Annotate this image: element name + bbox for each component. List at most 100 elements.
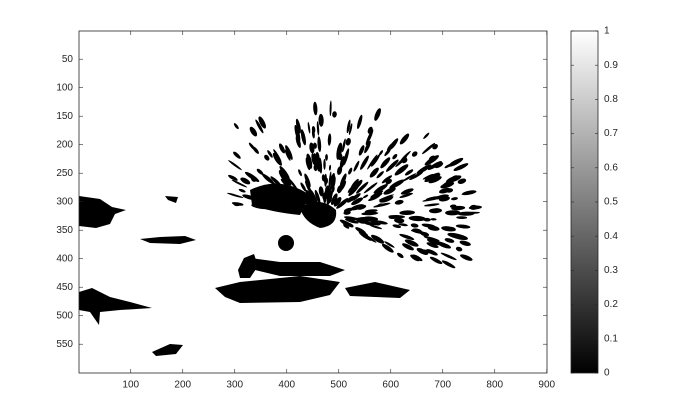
image-feature [383, 187, 396, 195]
image-feature [462, 190, 477, 196]
image-feature [447, 226, 456, 231]
colorbar-tick-label: 0.7 [604, 128, 618, 139]
image-feature [404, 169, 414, 176]
image-feature [427, 225, 440, 231]
image-feature [456, 216, 468, 220]
image-feature [423, 236, 440, 242]
image-feature [300, 129, 306, 146]
image-feature [353, 160, 360, 172]
image-feature [447, 232, 466, 239]
image-feature [316, 121, 320, 136]
image-feature [294, 124, 301, 142]
image-feature [392, 224, 402, 229]
image-feature [431, 172, 440, 178]
x-tick-label: 300 [226, 380, 243, 391]
image-feature [249, 126, 258, 137]
image-feature [416, 164, 432, 174]
colorbar [570, 30, 599, 374]
image-feature [380, 157, 391, 169]
image-feature [399, 210, 415, 216]
image-feature [285, 145, 293, 160]
y-tick-label: 150 [56, 111, 73, 122]
image-feature [233, 202, 240, 207]
image-feature [409, 171, 424, 181]
image-feature [386, 139, 397, 153]
image-feature [328, 164, 332, 171]
image [79, 100, 482, 356]
image-feature [379, 150, 383, 156]
image-feature [279, 166, 290, 180]
image-feature [410, 223, 419, 228]
image-feature [79, 196, 126, 228]
image-feature [397, 252, 404, 259]
image-feature [300, 182, 307, 192]
image-feature [228, 160, 242, 171]
image-feature [424, 203, 440, 207]
image-feature [451, 197, 458, 201]
image-feature [385, 159, 399, 172]
image-feature [357, 114, 363, 130]
image-feature [280, 178, 290, 189]
image-feature [455, 246, 463, 252]
image-feature [330, 193, 338, 206]
image-feature [451, 205, 466, 211]
image-feature [468, 205, 482, 210]
image-feature [264, 154, 270, 161]
image-feature [272, 152, 282, 166]
image-feature [228, 174, 238, 181]
image-feature [424, 155, 439, 166]
image-feature [233, 151, 241, 159]
image-feature [426, 238, 443, 246]
image-feature [344, 218, 359, 224]
image-feature [271, 201, 281, 205]
image-feature [369, 167, 379, 178]
image-feature [453, 163, 469, 172]
image-feature [325, 154, 328, 161]
image-feature [251, 204, 269, 210]
image-feature [373, 184, 388, 194]
image-feature [384, 241, 395, 248]
x-tick-label: 200 [174, 380, 191, 391]
image-feature [314, 189, 321, 205]
image-feature [258, 116, 266, 129]
image-feature [252, 146, 259, 154]
y-tick-label: 250 [56, 168, 73, 179]
image-feature [238, 188, 246, 193]
x-tick-label: 700 [434, 380, 451, 391]
image-feature [348, 123, 353, 135]
image-feature [231, 179, 248, 188]
image-feature [256, 168, 264, 175]
image-feature [412, 254, 423, 262]
image-feature [313, 153, 318, 169]
image-feature [325, 177, 329, 184]
image-feature [261, 173, 275, 184]
image-feature [413, 228, 422, 233]
colorbar-tick-label: 0.3 [604, 265, 618, 276]
image-feature [408, 215, 426, 222]
x-tick-label: 100 [122, 380, 139, 391]
image-feature [394, 164, 409, 176]
image-feature [337, 199, 348, 208]
image-feature [343, 148, 350, 166]
image-feature [430, 218, 437, 221]
image-feature [328, 171, 332, 189]
image-feature [322, 192, 325, 200]
image-feature [265, 192, 275, 198]
image-feature [152, 344, 183, 356]
image-feature [367, 154, 378, 170]
image-feature [215, 276, 340, 303]
image-feature [385, 148, 391, 156]
image-feature [332, 111, 337, 118]
image-feature [306, 196, 312, 204]
image-feature [305, 157, 311, 171]
image-feature [226, 192, 244, 198]
colorbar-tick-label: 0.2 [604, 299, 618, 310]
image-feature [422, 197, 440, 202]
image-feature [394, 217, 405, 224]
image-feature [400, 188, 414, 195]
image-feature [321, 174, 326, 182]
image-feature [358, 145, 365, 156]
image-feature [379, 196, 393, 203]
colorbar-tick-label: 0.9 [604, 60, 618, 71]
image-feature [398, 223, 408, 227]
